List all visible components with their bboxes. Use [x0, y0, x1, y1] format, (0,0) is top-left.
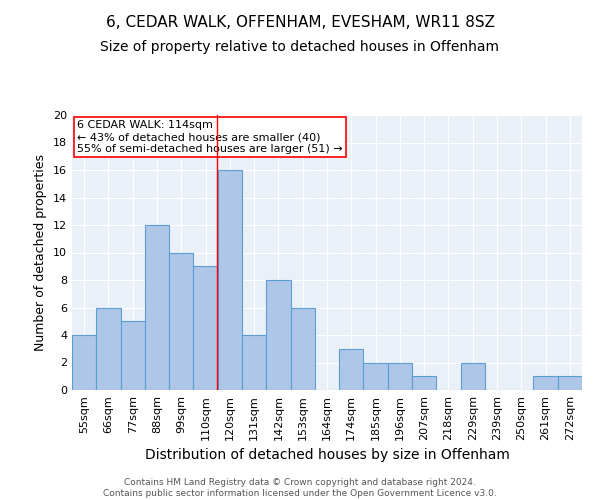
Bar [242, 335, 266, 390]
X-axis label: Distribution of detached houses by size in Offenham: Distribution of detached houses by size … [145, 448, 509, 462]
Bar [145, 225, 169, 390]
Text: Contains HM Land Registry data © Crown copyright and database right 2024.
Contai: Contains HM Land Registry data © Crown c… [103, 478, 497, 498]
Bar [364, 362, 388, 390]
Bar [72, 335, 96, 390]
Bar [339, 349, 364, 390]
Bar [218, 170, 242, 390]
Text: 6, CEDAR WALK, OFFENHAM, EVESHAM, WR11 8SZ: 6, CEDAR WALK, OFFENHAM, EVESHAM, WR11 8… [106, 15, 494, 30]
Bar [461, 362, 485, 390]
Bar [266, 280, 290, 390]
Bar [558, 376, 582, 390]
Bar [169, 252, 193, 390]
Bar [193, 266, 218, 390]
Bar [412, 376, 436, 390]
Y-axis label: Number of detached properties: Number of detached properties [34, 154, 47, 351]
Bar [96, 308, 121, 390]
Bar [290, 308, 315, 390]
Bar [388, 362, 412, 390]
Text: 6 CEDAR WALK: 114sqm
← 43% of detached houses are smaller (40)
55% of semi-detac: 6 CEDAR WALK: 114sqm ← 43% of detached h… [77, 120, 343, 154]
Text: Size of property relative to detached houses in Offenham: Size of property relative to detached ho… [101, 40, 499, 54]
Bar [533, 376, 558, 390]
Bar [121, 322, 145, 390]
